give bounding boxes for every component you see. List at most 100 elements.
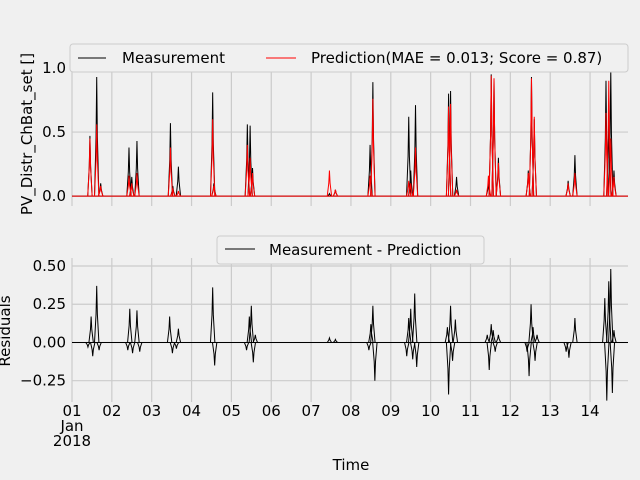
data-spike — [134, 141, 140, 197]
data-spike — [209, 119, 216, 197]
data-spike — [606, 281, 612, 343]
data-spike — [609, 342, 616, 393]
data-spike — [530, 327, 536, 343]
data-spike — [611, 330, 617, 343]
data-spike — [404, 342, 410, 357]
data-spike — [366, 342, 372, 351]
data-spike — [94, 124, 100, 197]
data-spike — [449, 342, 456, 361]
data-spike — [326, 170, 333, 197]
data-spike — [412, 105, 419, 197]
data-spike — [129, 183, 135, 197]
y-tick-label: −0.25 — [20, 372, 66, 390]
data-spike — [127, 308, 133, 343]
legend-label-measurement: Measurement — [122, 49, 225, 67]
bottom-chart: −0.25 0.00 0.25 0.50 Residuals Measurement - … — [0, 235, 628, 474]
y-tick-label: 0.25 — [33, 295, 66, 313]
data-spike — [243, 342, 250, 351]
data-spike — [129, 342, 136, 354]
data-spike — [85, 342, 91, 349]
data-spike — [248, 305, 255, 343]
legend-box — [69, 43, 629, 73]
x-tick-label: 01 — [62, 402, 81, 420]
data-spike — [326, 192, 332, 197]
data-spike — [412, 293, 418, 343]
data-spike — [572, 173, 578, 197]
data-spike — [414, 342, 420, 367]
data-spike — [94, 76, 100, 197]
x-tick-label: 05 — [222, 402, 241, 420]
x-tick-label: 12 — [501, 402, 520, 420]
x-axis-label: Time — [332, 456, 370, 474]
data-spike — [170, 188, 176, 197]
x-tick-label: 04 — [182, 402, 201, 420]
data-spike — [370, 98, 376, 197]
data-spike — [368, 324, 374, 343]
data-spike — [406, 317, 412, 343]
data-spike — [372, 342, 378, 381]
x-tick-label: 13 — [541, 402, 560, 420]
data-spike — [98, 185, 104, 197]
x-tick-label: 11 — [461, 402, 480, 420]
data-spike — [88, 316, 94, 343]
data-spike — [611, 176, 617, 197]
data-spike — [134, 310, 140, 343]
data-spike — [250, 342, 257, 363]
data-spike — [526, 342, 532, 377]
data-spike — [167, 147, 174, 197]
data-spike — [246, 316, 253, 343]
data-spike — [528, 78, 535, 197]
data-spike — [602, 298, 608, 343]
data-spike — [175, 328, 182, 343]
data-spike — [252, 334, 258, 343]
data-spike — [453, 176, 460, 197]
x-tick-label: Jan — [59, 417, 83, 435]
data-spike — [247, 157, 253, 197]
data-spike — [247, 125, 253, 197]
data-spike — [524, 342, 530, 352]
data-spike — [173, 342, 180, 349]
data-spike — [90, 342, 96, 357]
data-spike — [447, 103, 454, 197]
x-tick-label: 06 — [262, 402, 281, 420]
data-spike — [169, 342, 176, 354]
data-spike — [486, 342, 492, 371]
legend-label-residual: Measurement - Prediction — [269, 241, 461, 259]
data-spike — [408, 183, 414, 197]
data-spike — [134, 173, 140, 197]
data-spike — [137, 342, 143, 352]
data-spike — [126, 147, 132, 197]
data-spike — [175, 166, 182, 197]
top-chart: 0.0 0.5 1.0 PV_Distr_ChBat_set [] Measuremen… — [18, 43, 629, 215]
data-spike — [87, 138, 93, 197]
x-tick-label: 02 — [102, 402, 121, 420]
data-spike — [249, 173, 256, 197]
data-spike — [166, 316, 173, 343]
x-tick-label: 14 — [581, 402, 600, 420]
data-spike — [608, 269, 614, 343]
y-tick-label: 0.5 — [42, 123, 66, 141]
y-axis-label: Residuals — [0, 295, 14, 366]
data-spike — [406, 116, 412, 197]
legend-box — [216, 235, 485, 265]
x-tick-label: 03 — [142, 402, 161, 420]
x-tick-label: 08 — [341, 402, 360, 420]
data-spike — [608, 138, 614, 197]
data-spike — [532, 342, 538, 361]
data-spike — [484, 334, 490, 343]
data-spike — [167, 123, 174, 197]
data-spike — [445, 342, 452, 395]
data-spike — [566, 342, 572, 358]
data-spike — [209, 287, 216, 343]
data-spike — [125, 342, 131, 351]
y-tick-label: 0.50 — [33, 257, 66, 275]
data-spike — [531, 116, 537, 197]
data-spike — [370, 305, 376, 343]
x-tick-label: 2018 — [53, 432, 91, 450]
y-axis-label: PV_Distr_ChBat_set [] — [18, 53, 37, 215]
data-spike — [211, 342, 218, 366]
data-spike — [528, 304, 534, 343]
data-spike — [244, 144, 251, 197]
data-spike — [412, 147, 419, 197]
data-spike — [408, 308, 414, 343]
